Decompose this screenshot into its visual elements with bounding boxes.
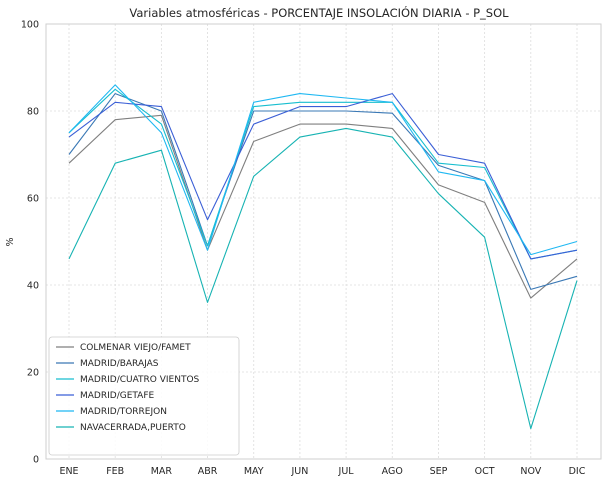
series-line-3: [68, 88, 578, 260]
legend-label: NAVACERRADA,PUERTO: [80, 423, 186, 433]
y-tick-label: 20: [27, 368, 39, 379]
legend-label: MADRID/CUATRO VIENTOS: [80, 375, 200, 385]
x-tick-label: DIC: [569, 466, 586, 477]
legend-label: MADRID/BARAJAS: [80, 359, 159, 369]
x-tick-label: MAR: [151, 466, 173, 477]
x-tick-label: JUL: [338, 466, 355, 477]
y-tick-label: 60: [27, 194, 39, 205]
series-line-2: [68, 93, 578, 290]
y-axis-label: %: [5, 237, 16, 246]
legend-label: COLMENAR VIEJO/FAMET: [80, 343, 191, 353]
series-lines: [68, 84, 578, 430]
plot-frame: [45, 23, 602, 460]
y-tick-label: 40: [27, 281, 39, 292]
y-tick-label: 100: [21, 20, 39, 31]
series-line-6: [68, 127, 578, 430]
y-tick-label: 80: [27, 107, 39, 118]
x-axis: ENE FEB MAR ABR MAY JUN JUL AGO SEP OCT NOV DIC: [59, 466, 585, 477]
legend-label: MADRID/TORREJON: [80, 407, 167, 417]
series-line-1: [68, 114, 578, 299]
y-axis: 0 20 40 60 80 100: [21, 20, 39, 466]
y-tick-label: 0: [33, 455, 39, 466]
x-tick-label: AGO: [382, 466, 403, 477]
x-tick-label: OCT: [475, 466, 495, 477]
x-tick-label: MAY: [244, 466, 264, 477]
chart-title: Variables atmosféricas - PORCENTAJE INSO…: [129, 5, 509, 20]
series-line-5: [68, 84, 578, 256]
grid: [46, 23, 601, 460]
series-line-4: [68, 93, 578, 260]
x-tick-label: FEB: [106, 466, 124, 477]
x-tick-label: NOV: [520, 466, 541, 477]
legend-label: MADRID/GETAFE: [80, 391, 155, 401]
legend-box: [48, 336, 240, 456]
x-tick-label: JUN: [290, 466, 308, 477]
x-tick-label: ABR: [198, 466, 218, 477]
x-tick-label: SEP: [430, 466, 448, 477]
x-tick-label: ENE: [59, 466, 78, 477]
legend: COLMENAR VIEJO/FAMET MADRID/BARAJAS MADRID…: [48, 336, 240, 456]
